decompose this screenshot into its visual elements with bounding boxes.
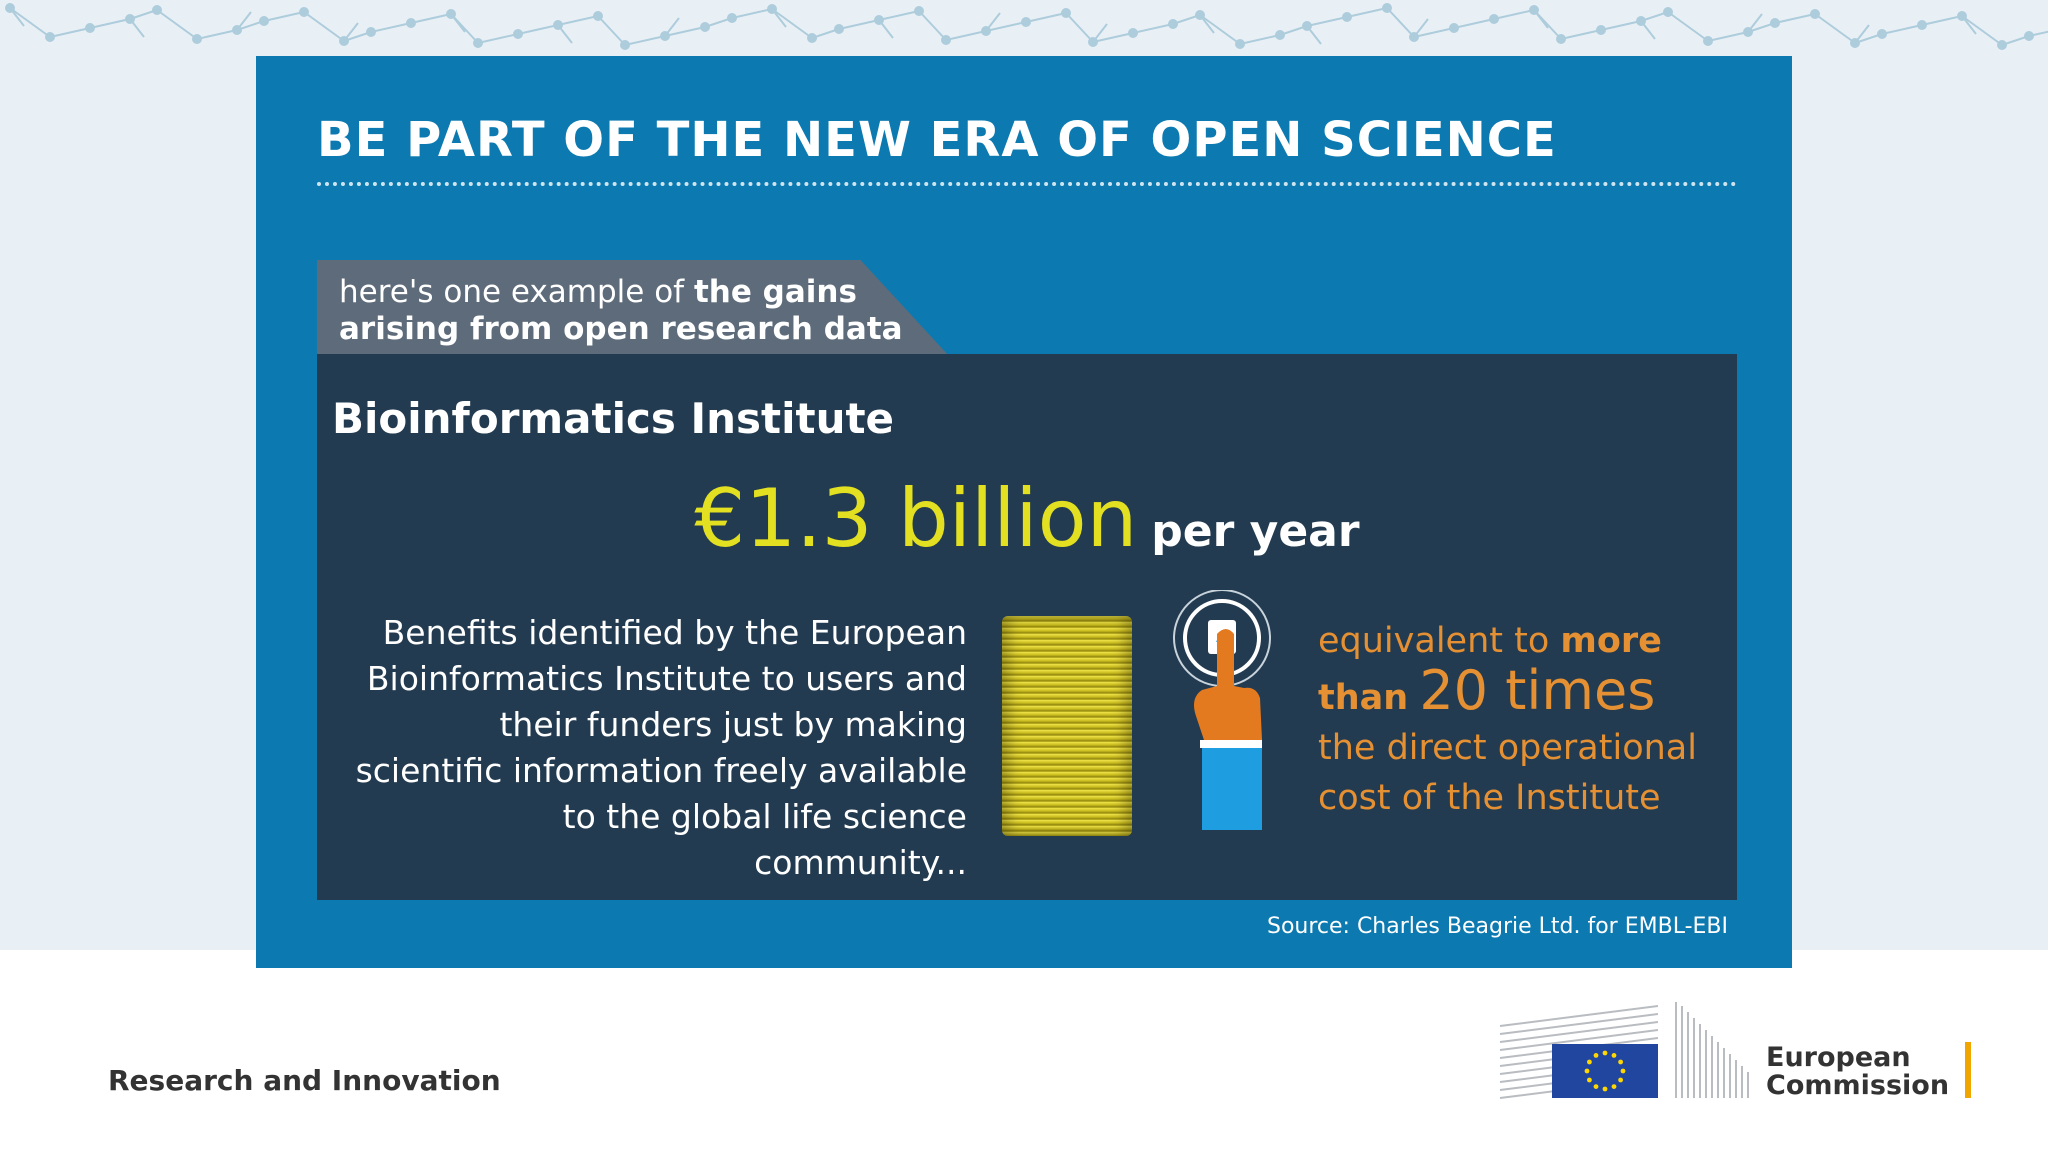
headline: BE PART OF THE NEW ERA OF OPEN SCIENCE — [317, 112, 1557, 168]
intro-bold-2: arising from open research data — [339, 311, 903, 347]
benefits-text: Benefits identified by the European Bioi… — [355, 613, 967, 882]
equivalent-text: equivalent to more than 20 times the direc… — [1318, 616, 1697, 823]
equivalent-more: more — [1560, 621, 1662, 661]
dotted-divider — [317, 182, 1737, 186]
source-note: Source: Charles Beagrie Ltd. for EMBL-EB… — [1266, 914, 1728, 939]
equivalent-rest-1: the direct operational — [1318, 728, 1697, 768]
intro-prefix: here's one example of — [339, 274, 694, 310]
equivalent-prefix: equivalent to — [1318, 621, 1561, 661]
ec-logo-line-2: Commission — [1766, 1070, 1950, 1101]
ec-logo-text: European Commission — [1766, 1044, 1949, 1100]
infographic-panel: BE PART OF THE NEW ERA OF OPEN SCIENCE h… — [256, 56, 1792, 968]
amount-line: €1.3 billion per year — [317, 472, 1737, 565]
card-title: Bioinformatics Institute — [332, 394, 895, 443]
ec-logo-line-1: European — [1766, 1042, 1911, 1073]
ec-logo-bar — [1965, 1042, 1971, 1098]
intro-text: here's one example of the gains arising f… — [339, 274, 903, 348]
coin-stack-icon — [1002, 616, 1132, 836]
amount-suffix: per year — [1151, 506, 1360, 557]
amount-value: €1.3 billion — [694, 472, 1138, 565]
footer-label: Research and Innovation — [108, 1064, 501, 1097]
intro-bold-1: the gains — [693, 274, 857, 310]
eu-flag-icon — [1499, 1002, 1749, 1099]
equivalent-than: than — [1318, 678, 1409, 718]
intro-tab: here's one example of the gains arising f… — [317, 260, 949, 356]
institute-card: Bioinformatics Institute €1.3 billion per… — [317, 354, 1737, 900]
equivalent-rest-2: cost of the Institute — [1318, 778, 1661, 818]
finger-touch-icon — [1173, 590, 1271, 830]
equivalent-value: 20 times — [1419, 659, 1656, 722]
network-pattern-icon — [5, 3, 2048, 50]
